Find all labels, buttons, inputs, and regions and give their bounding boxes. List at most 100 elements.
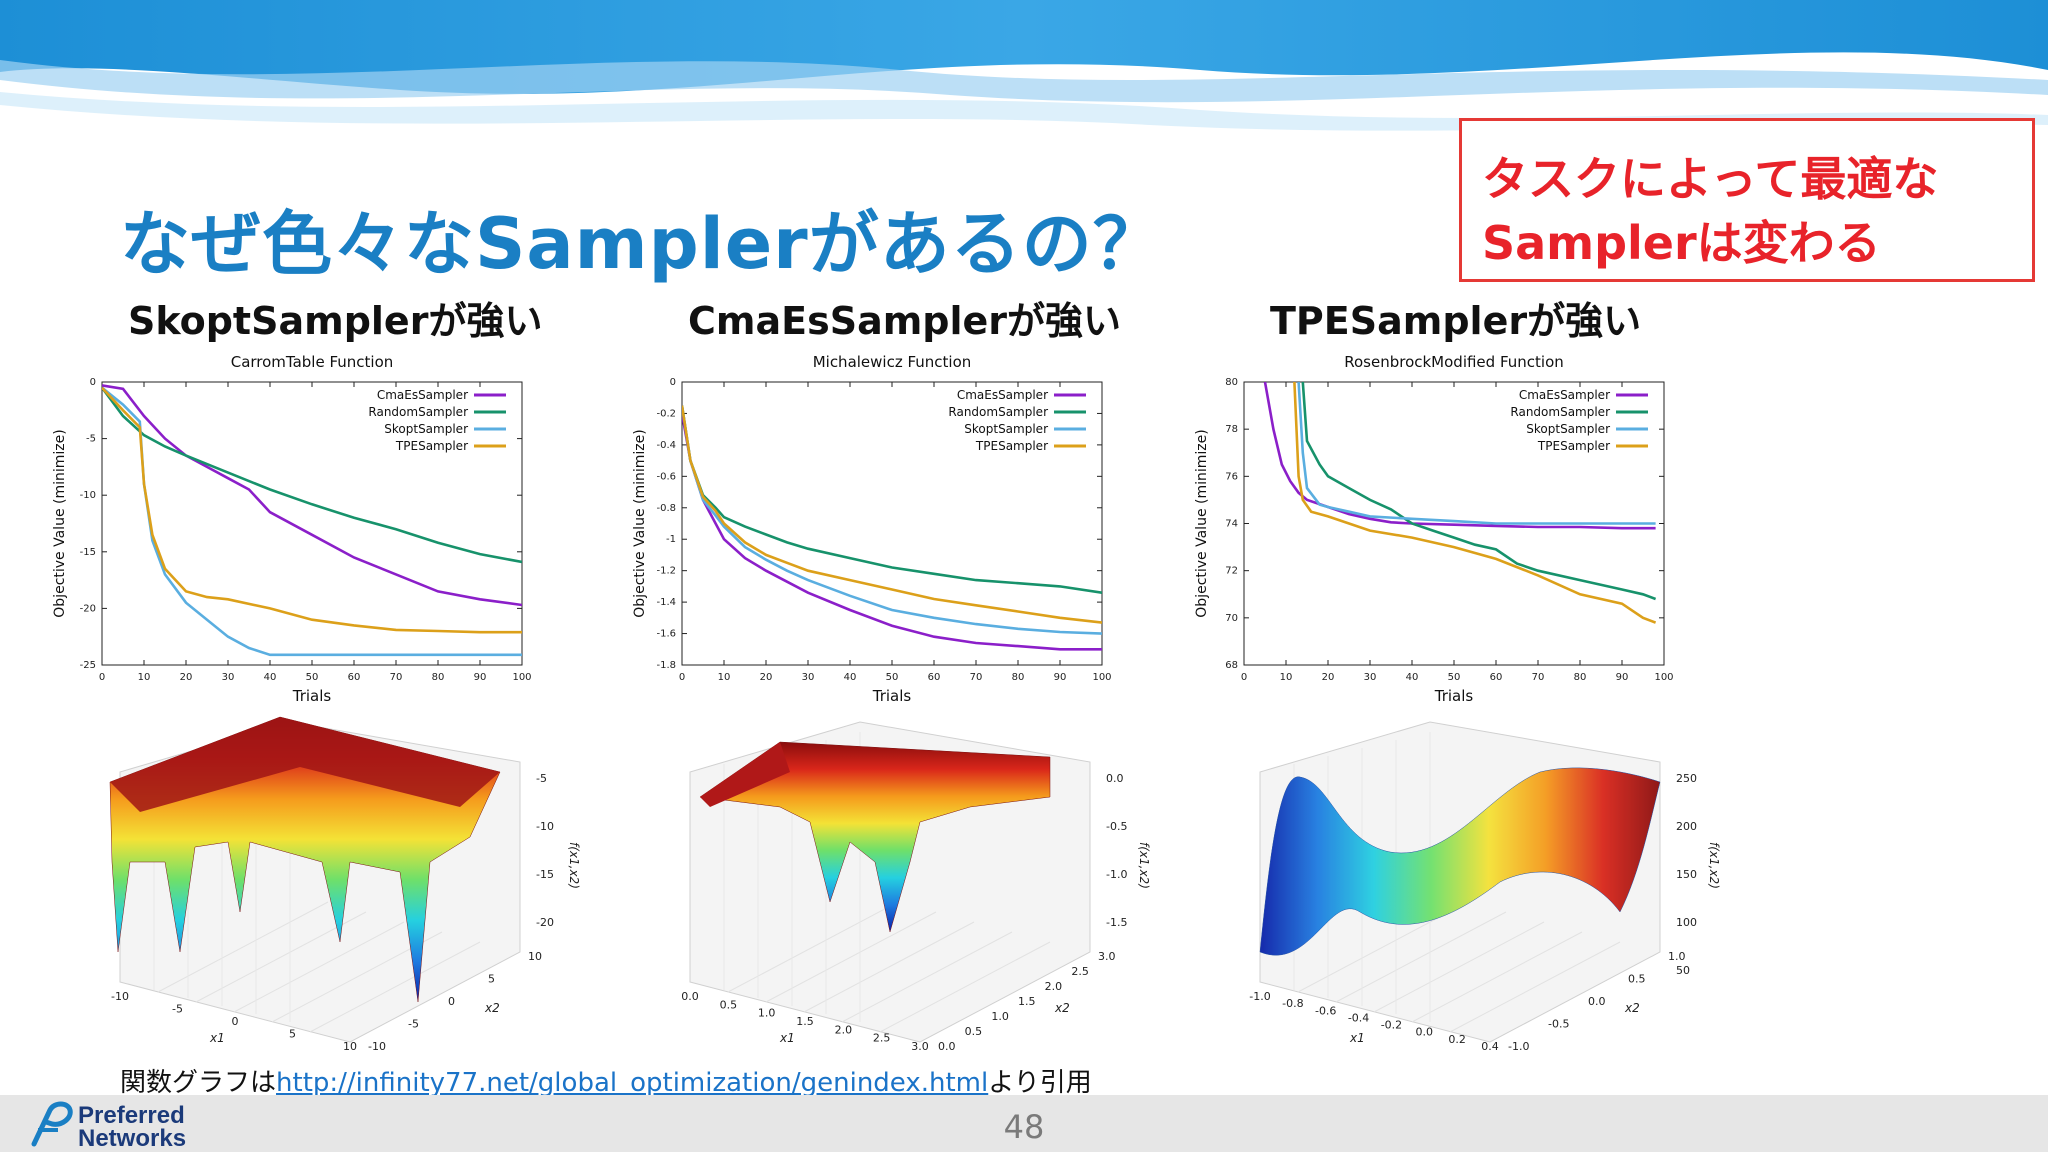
- x-tick-label: 0: [1241, 672, 1247, 683]
- z-tick-label: 150: [1676, 868, 1697, 881]
- x-tick-label: 1.5: [796, 1015, 814, 1028]
- chart-rosenbrockmodified: RosenbrockModified Function 0 10 20 30 40 50 60…: [1194, 353, 1674, 705]
- x-tick-label: 80: [1012, 672, 1025, 683]
- chart-title: Michalewicz Function: [813, 353, 972, 371]
- y-tick-label: -0.6: [656, 471, 676, 482]
- source-link[interactable]: http://infinity77.net/global_optimizatio…: [276, 1068, 989, 1098]
- y-tick-label: 1.0: [991, 1010, 1009, 1023]
- legend-label: RandomSampler: [1510, 405, 1610, 419]
- z-tick-label: -0.5: [1106, 820, 1127, 833]
- x-tick-label: 100: [1092, 672, 1111, 683]
- x-tick-label: 40: [1406, 672, 1419, 683]
- series-line-CmaEsSampler: [682, 413, 1102, 651]
- x-tick-label: 0.4: [1481, 1040, 1499, 1052]
- y-tick-label: -1.4: [656, 597, 676, 608]
- legend-label: SkoptSampler: [384, 422, 468, 436]
- y-tick-label: -1: [666, 534, 676, 545]
- slide-title: なぜ色々なSamplerがあるの？: [120, 203, 1164, 285]
- subhead-tpe: TPESamplerが強い: [1270, 299, 1642, 343]
- y-tick-label: 0.5: [965, 1025, 983, 1038]
- z-axis-label: f(x1,x2): [1707, 842, 1721, 889]
- x-tick-label: 10: [718, 672, 731, 683]
- series-line-TPESampler: [1293, 382, 1657, 624]
- x-tick-label: 0.2: [1448, 1033, 1466, 1046]
- z-tick-label: -5: [536, 772, 547, 785]
- x-tick-label: 5: [289, 1028, 296, 1041]
- y-axis-label: Objective Value (minimize): [52, 429, 68, 617]
- y-tick-label: -0.4: [656, 440, 676, 451]
- x-tick-label: 70: [390, 672, 403, 683]
- series-line-CmaEsSampler: [102, 384, 522, 607]
- z-tick-label: -10: [536, 820, 554, 833]
- x-tick-label: 0.5: [720, 998, 738, 1011]
- surface-plot-michalewicz: 0.0 -0.5 -1.0 -1.5 f(x1,x2) 0.0 0.5 1.0 1.5 2.0 2.…: [681, 721, 1151, 1052]
- y-tick-label: 2.5: [1071, 965, 1089, 978]
- x-tick-label: 3.0: [911, 1040, 929, 1052]
- x-tick-label: 70: [1532, 672, 1545, 683]
- x-axis-label: x1: [1349, 1031, 1365, 1045]
- y-tick-label: -0.2: [656, 408, 676, 419]
- y-tick-label: -25: [80, 660, 96, 671]
- page-number: 48: [1003, 1108, 1045, 1146]
- y-tick-label: 0: [448, 995, 455, 1008]
- x-tick-label: 10: [138, 672, 151, 683]
- y-tick-label: -0.8: [656, 503, 676, 514]
- x-tick-label: 90: [474, 672, 487, 683]
- z-tick-label: 50: [1676, 964, 1690, 977]
- x-tick-label: 30: [222, 672, 235, 683]
- y-tick-label: 80: [1225, 377, 1238, 388]
- series-line-RandomSampler: [102, 386, 522, 564]
- x-tick-label: 1.0: [758, 1007, 776, 1020]
- x-tick-label: -10: [111, 990, 129, 1003]
- y-tick-label: -20: [80, 603, 96, 614]
- y-tick-label: 10: [528, 950, 542, 963]
- x-axis-label: x1: [209, 1031, 225, 1045]
- footnote-prefix: 関数グラフは: [120, 1068, 277, 1098]
- y-tick-label: 0.0: [938, 1040, 956, 1052]
- footnote-suffix: より引用: [988, 1068, 1092, 1098]
- x-axis-label: Trials: [1434, 687, 1474, 705]
- x-tick-label: 80: [432, 672, 445, 683]
- series-line-TPESampler: [682, 405, 1102, 624]
- x-tick-label: 60: [1490, 672, 1503, 683]
- x-tick-label: 10: [1280, 672, 1293, 683]
- y-tick-label: 70: [1225, 613, 1238, 624]
- x-tick-label: 0: [232, 1015, 239, 1028]
- preferred-networks-logo: Preferred Networks: [31, 1101, 186, 1150]
- y-axis-label: Objective Value (minimize): [1194, 429, 1210, 617]
- z-tick-label: 100: [1676, 916, 1697, 929]
- chart-title: RosenbrockModified Function: [1344, 353, 1564, 371]
- x-tick-label: 100: [1654, 672, 1673, 683]
- legend-label: TPESampler: [395, 439, 468, 453]
- legend-label: TPESampler: [1537, 439, 1610, 453]
- x-tick-label: 70: [970, 672, 983, 683]
- x-tick-label: 2.0: [835, 1023, 853, 1036]
- legend-label: RandomSampler: [368, 405, 468, 419]
- surface-top-face: [110, 717, 500, 812]
- y-tick-label: -10: [368, 1040, 386, 1052]
- z-tick-label: 250: [1676, 772, 1697, 785]
- y-tick-label: -1.8: [656, 660, 676, 671]
- surface-plot-rosenbrockmodified: 250 200 150 100 50 f(x1,x2) -1.0 -0.8 -0.6 -0.4 -0…: [1249, 721, 1721, 1052]
- x-tick-label: 90: [1616, 672, 1629, 683]
- y-tick-label: 0: [90, 377, 96, 388]
- y-tick-label: 72: [1225, 566, 1238, 577]
- x-tick-label: 0.0: [1416, 1026, 1434, 1039]
- y-tick-label: -1.0: [1508, 1040, 1529, 1052]
- y-tick-label: 76: [1225, 471, 1238, 482]
- x-tick-label: -0.6: [1315, 1004, 1336, 1017]
- x-tick-label: 10: [343, 1040, 357, 1052]
- y-tick-label: 2.0: [1045, 980, 1063, 993]
- subhead-skopt: SkoptSamplerが強い: [128, 299, 543, 343]
- logo-line-2: Networks: [78, 1125, 186, 1150]
- surface-mesh: [1259, 767, 1661, 956]
- x-axis-label: Trials: [292, 687, 332, 705]
- callout-box: タスクによって最適な Samplerは変わる: [1459, 118, 2035, 282]
- legend-label: RandomSampler: [948, 405, 1048, 419]
- x-axis-label: Trials: [872, 687, 912, 705]
- surface-ridge: [700, 742, 790, 807]
- series-line-RandomSampler: [682, 405, 1102, 594]
- x-tick-label: 0.0: [681, 990, 699, 1003]
- legend-label: TPESampler: [975, 439, 1048, 453]
